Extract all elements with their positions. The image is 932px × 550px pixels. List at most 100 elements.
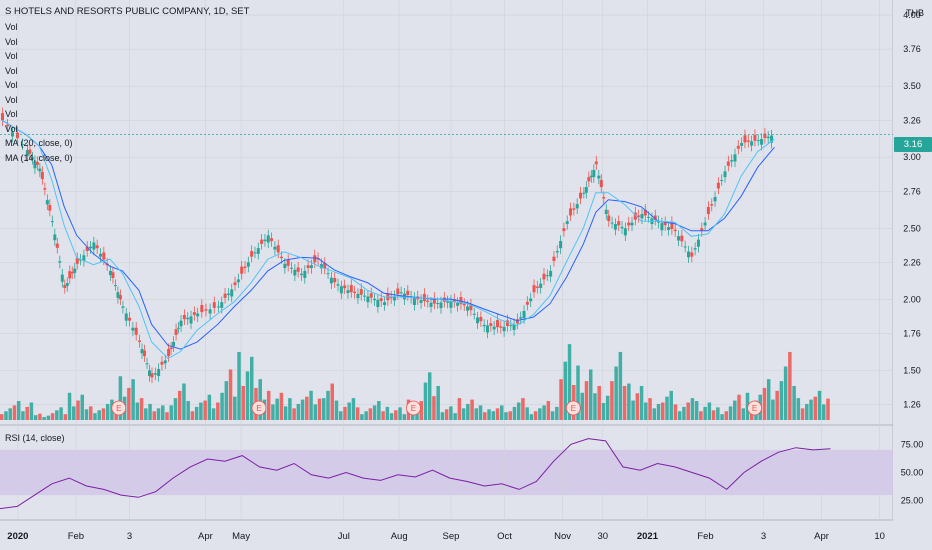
- legend-row[interactable]: Vol: [5, 80, 18, 90]
- volume-bar: [343, 406, 347, 420]
- candle-body: [599, 179, 603, 188]
- candle-body: [116, 292, 120, 298]
- volume-bar: [555, 406, 559, 420]
- candle-body: [15, 132, 19, 139]
- volume-bar: [152, 411, 157, 420]
- legend-row[interactable]: MA (20, close, 0): [5, 138, 73, 148]
- volume-bar: [423, 382, 428, 420]
- rsi-line: [0, 438, 831, 510]
- candle-body: [677, 236, 681, 241]
- volume-bar: [673, 404, 678, 420]
- time-tick-label: Oct: [497, 531, 512, 542]
- volume-bar: [800, 408, 805, 420]
- volume-bar: [419, 401, 423, 420]
- candle-body: [439, 302, 443, 309]
- legend-row[interactable]: Vol: [5, 36, 18, 47]
- volume-bar: [652, 408, 657, 420]
- candle-body: [479, 316, 483, 322]
- volume-bar: [139, 398, 144, 420]
- volume-bar: [593, 393, 597, 420]
- volume-bar: [546, 401, 551, 420]
- candle-body: [270, 238, 274, 242]
- legend-row[interactable]: Vol: [5, 94, 18, 105]
- candle-body: [230, 289, 234, 297]
- candle-body: [422, 293, 426, 302]
- volume-bar: [190, 411, 195, 420]
- volume-bar: [720, 414, 724, 420]
- volume-bar: [703, 406, 707, 420]
- volume-bar: [796, 398, 801, 420]
- legend-row[interactable]: Vol: [5, 22, 18, 32]
- legend-row[interactable]: Vol: [5, 123, 18, 134]
- volume-bar: [783, 366, 788, 420]
- candle-body: [529, 298, 533, 302]
- candle-body: [432, 297, 436, 304]
- time-tick-label: Feb: [697, 531, 713, 542]
- candle-body: [43, 188, 47, 190]
- volume-bar: [711, 410, 716, 420]
- candle-body: [25, 150, 29, 156]
- candle-body: [349, 285, 353, 293]
- candle-body: [587, 177, 591, 182]
- price-tick-label: 2.50: [903, 223, 921, 233]
- volume-bar: [631, 400, 635, 420]
- candle-body: [592, 170, 596, 178]
- volume-bar: [525, 407, 529, 420]
- volume-bar: [80, 394, 85, 420]
- volume-bar: [584, 381, 589, 420]
- legend-row[interactable]: Vol: [5, 109, 18, 119]
- candle-body: [283, 263, 287, 269]
- volume-bar: [292, 408, 296, 420]
- candle-body: [449, 300, 453, 308]
- candle-body: [70, 272, 74, 274]
- candle-body: [476, 317, 480, 324]
- volume-bar: [296, 403, 301, 420]
- earnings-marker: [565, 400, 581, 416]
- candle-body: [98, 253, 102, 257]
- candle-body: [720, 179, 724, 181]
- last-price-tag: 3.16: [894, 137, 932, 152]
- legend-row[interactable]: Vol: [5, 51, 18, 61]
- candle-body: [466, 306, 470, 311]
- candle-body: [575, 204, 579, 209]
- candle-body: [392, 296, 396, 301]
- volume-bar: [635, 393, 640, 420]
- legend-row[interactable]: Vol: [5, 65, 18, 76]
- volume-bar: [567, 344, 572, 420]
- volume-bar: [457, 398, 462, 420]
- volume-bar: [177, 390, 182, 420]
- candle-body: [1, 113, 4, 121]
- candle-body: [177, 327, 181, 329]
- volume-bar: [741, 408, 746, 420]
- volume-bar: [466, 403, 470, 420]
- candle-body: [733, 154, 737, 162]
- candle-body: [313, 255, 317, 263]
- volume-bar: [207, 394, 212, 420]
- volume-bar: [809, 399, 813, 420]
- legend-row[interactable]: MA (14, close, 0): [5, 152, 73, 163]
- candle-body: [726, 161, 730, 166]
- earnings-marker: [747, 400, 762, 416]
- price-tick-label: 2.76: [903, 186, 921, 196]
- volume-bar: [669, 390, 673, 420]
- candle-body: [569, 208, 573, 216]
- candle-body: [33, 161, 37, 169]
- volume-bar: [483, 412, 487, 420]
- rsi-band: [0, 449, 893, 496]
- candle-body: [48, 204, 52, 211]
- candle-body: [756, 140, 760, 142]
- price-tick-label: 3.00: [903, 152, 921, 162]
- candle-body: [753, 135, 757, 141]
- volume-bar: [618, 351, 623, 420]
- volume-bar: [805, 403, 809, 420]
- volume-bar: [474, 408, 479, 420]
- candle-body: [28, 149, 32, 154]
- volume-bar: [249, 356, 254, 420]
- volume-bar: [372, 405, 377, 420]
- volume-bar: [76, 400, 80, 420]
- candle-body: [38, 168, 42, 172]
- price-tick-label: 3.76: [903, 44, 921, 54]
- candle-body: [223, 293, 227, 298]
